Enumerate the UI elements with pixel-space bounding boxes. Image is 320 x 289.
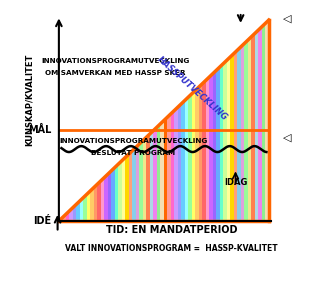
Bar bbox=[111, 169, 115, 221]
Text: MÅL: MÅL bbox=[28, 125, 51, 135]
Bar bbox=[97, 182, 101, 221]
Text: ◁: ◁ bbox=[283, 133, 292, 143]
Text: OM SAMVERKAN MED HASSP SKER: OM SAMVERKAN MED HASSP SKER bbox=[45, 70, 186, 76]
Bar bbox=[132, 149, 136, 221]
Text: KUNSKAP/KVALITET: KUNSKAP/KVALITET bbox=[25, 54, 34, 146]
Bar bbox=[80, 199, 84, 221]
Bar bbox=[227, 59, 230, 221]
Text: IDÉ: IDÉ bbox=[33, 216, 51, 226]
Bar bbox=[104, 176, 108, 221]
Text: HASSPUTVECKLING: HASSPUTVECKLING bbox=[155, 55, 229, 123]
Bar bbox=[62, 216, 66, 221]
Bar bbox=[209, 75, 213, 221]
Bar bbox=[101, 179, 104, 221]
Bar bbox=[122, 159, 125, 221]
Bar bbox=[90, 189, 94, 221]
Bar bbox=[139, 142, 143, 221]
Bar bbox=[143, 139, 146, 221]
Bar bbox=[87, 192, 90, 221]
Bar bbox=[195, 89, 199, 221]
Bar bbox=[255, 32, 258, 221]
Bar bbox=[160, 122, 164, 221]
Bar bbox=[171, 112, 174, 221]
Bar bbox=[220, 65, 223, 221]
Bar bbox=[241, 45, 244, 221]
Bar bbox=[230, 55, 234, 221]
Bar bbox=[213, 72, 216, 221]
Bar bbox=[94, 186, 97, 221]
Bar bbox=[234, 52, 237, 221]
Bar bbox=[251, 35, 255, 221]
Bar bbox=[118, 162, 122, 221]
Bar bbox=[262, 25, 265, 221]
Text: IDAG: IDAG bbox=[224, 178, 247, 187]
Bar bbox=[174, 109, 178, 221]
Bar bbox=[167, 116, 171, 221]
Text: INNOVATIONSPROGRAMUTVECKLING: INNOVATIONSPROGRAMUTVECKLING bbox=[59, 138, 207, 144]
Bar bbox=[192, 92, 195, 221]
Bar bbox=[185, 99, 188, 221]
Bar bbox=[73, 206, 76, 221]
Bar bbox=[248, 38, 251, 221]
Bar bbox=[125, 156, 129, 221]
Text: BESLUTAT PROGRAM: BESLUTAT PROGRAM bbox=[91, 149, 175, 155]
Bar bbox=[76, 203, 80, 221]
Bar bbox=[136, 146, 139, 221]
Bar bbox=[206, 79, 209, 221]
Bar bbox=[265, 22, 269, 221]
Bar bbox=[216, 69, 220, 221]
Text: VALT INNOVATIONSPROGRAM =  HASSP-KVALITET: VALT INNOVATIONSPROGRAM = HASSP-KVALITET bbox=[65, 244, 278, 253]
Bar bbox=[69, 209, 73, 221]
Bar bbox=[150, 132, 153, 221]
Bar bbox=[146, 136, 150, 221]
Bar bbox=[223, 62, 227, 221]
Text: TID: EN MANDATPERIOD: TID: EN MANDATPERIOD bbox=[106, 225, 237, 235]
Bar bbox=[84, 196, 87, 221]
Bar bbox=[199, 85, 202, 221]
Bar bbox=[244, 42, 248, 221]
Bar bbox=[66, 213, 69, 221]
Bar bbox=[115, 166, 118, 221]
Bar bbox=[258, 28, 262, 221]
Bar bbox=[202, 82, 206, 221]
Text: ◁: ◁ bbox=[283, 14, 292, 24]
Bar bbox=[181, 102, 185, 221]
Bar bbox=[164, 119, 167, 221]
Bar bbox=[108, 173, 111, 221]
Bar bbox=[237, 49, 241, 221]
Bar bbox=[129, 152, 132, 221]
Bar bbox=[59, 219, 62, 221]
Bar bbox=[188, 95, 192, 221]
Text: INNOVATIONSPROGRAMUTVECKLING: INNOVATIONSPROGRAMUTVECKLING bbox=[41, 58, 189, 64]
Bar bbox=[153, 129, 157, 221]
Bar bbox=[178, 105, 181, 221]
Bar bbox=[157, 125, 160, 221]
